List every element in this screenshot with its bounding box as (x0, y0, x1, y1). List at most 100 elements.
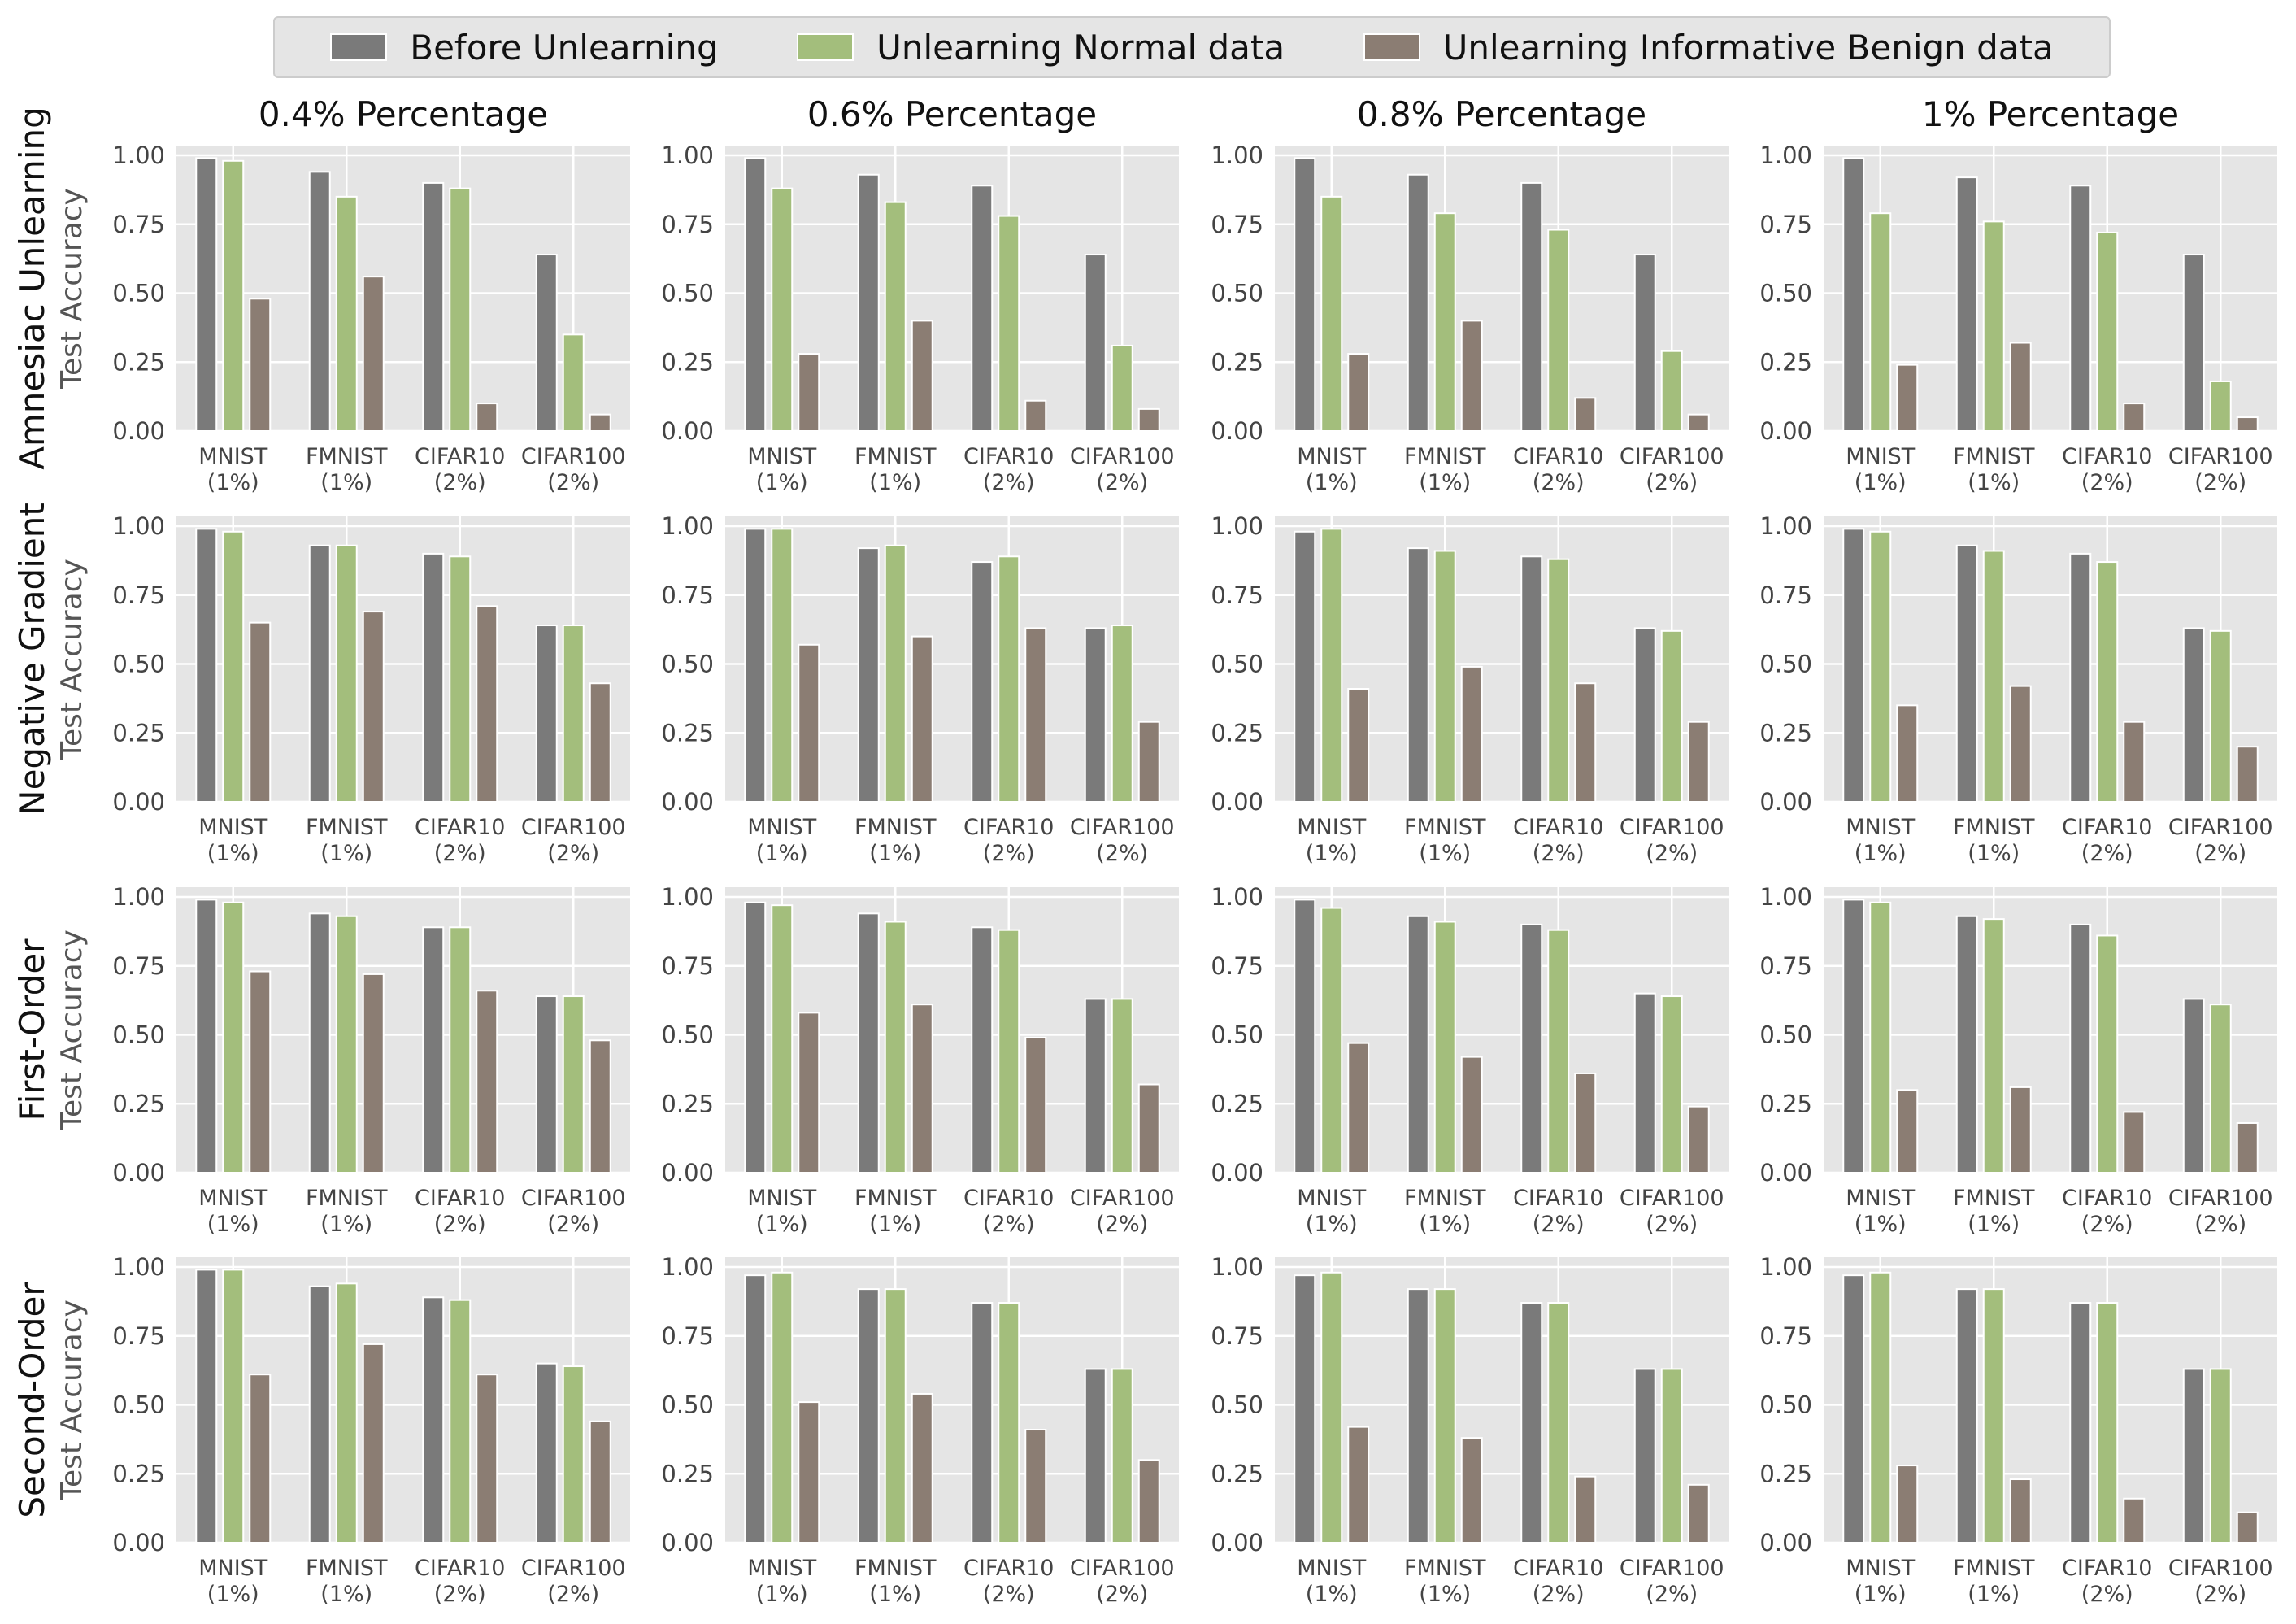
xtick-label: MNIST (1846, 444, 1916, 469)
bar-r2-c0-s2-k3 (589, 1039, 611, 1174)
xtick-label: CIFAR100 (2168, 815, 2273, 840)
ytick-label: 0.75 (1211, 211, 1263, 238)
panel-bg-r0-c0 (176, 146, 630, 431)
ytick-label: 0.50 (1759, 280, 1812, 307)
panel-bg-r1-c0 (176, 516, 630, 802)
xtick-sublabel: (2%) (2194, 1582, 2246, 1607)
xtick-label: FMNIST (1404, 815, 1486, 840)
bar-r3-c2-s2-k1 (1460, 1437, 1483, 1544)
xtick-sublabel: (1%) (207, 1582, 259, 1607)
bar-r1-c1-s2-k0 (798, 643, 820, 803)
xtick-sublabel: (2%) (2081, 1212, 2133, 1237)
bar-r2-c0-s1-k2 (449, 926, 472, 1174)
bar-r2-c0-s0-k1 (308, 912, 331, 1173)
bar-r2-c0-s0-k3 (535, 995, 558, 1174)
xtick-label: MNIST (747, 1556, 817, 1581)
xtick-sublabel: (2%) (1533, 1212, 1585, 1237)
bar-r1-c2-s0-k1 (1407, 547, 1429, 803)
bar-r2-c3-s1-k3 (2209, 1004, 2232, 1173)
xtick-label: CIFAR10 (1513, 1556, 1603, 1581)
xtick-sublabel: (2%) (547, 1582, 599, 1607)
xtick-label: MNIST (747, 444, 817, 469)
ylabel: Test Accuracy (55, 559, 89, 760)
ytick-label: 1.00 (1759, 1253, 1812, 1281)
bar-r1-c2-s2-k1 (1460, 665, 1483, 803)
bar-r2-c1-s2-k2 (1024, 1036, 1047, 1174)
xtick-label: MNIST (747, 815, 817, 840)
ytick-label: 0.00 (661, 1159, 714, 1186)
bar-r0-c2-s0-k1 (1407, 173, 1429, 432)
bar-r3-c0-s1-k1 (335, 1282, 358, 1543)
ytick-label: 0.00 (1211, 1529, 1263, 1557)
bar-r0-c2-s0-k2 (1520, 181, 1543, 432)
xtick-label: CIFAR100 (521, 1556, 626, 1581)
bar-r0-c3-s0-k0 (1842, 157, 1865, 432)
bar-r1-c0-s0-k1 (308, 544, 331, 803)
bar-r0-c2-s2-k2 (1574, 397, 1597, 433)
bar-r3-c2-s2-k3 (1687, 1483, 1710, 1544)
xtick-label: FMNIST (306, 444, 388, 469)
xtick-label: CIFAR10 (1513, 1186, 1603, 1211)
ytick-label: 0.25 (661, 1090, 714, 1117)
ytick-label: 0.00 (112, 1529, 165, 1557)
bar-r2-c0-s1-k1 (335, 915, 358, 1173)
bar-r3-c3-s2-k1 (2009, 1478, 2032, 1544)
bar-r3-c2-s2-k0 (1347, 1426, 1370, 1543)
bar-r0-c2-s1-k3 (1660, 350, 1683, 432)
bar-r2-c2-s1-k2 (1547, 929, 1570, 1174)
bar-r3-c2-s1-k2 (1547, 1302, 1570, 1543)
ytick-label: 0.25 (1759, 1090, 1812, 1117)
bar-r3-c0-s0-k1 (308, 1285, 331, 1543)
xtick-label: CIFAR100 (1620, 1556, 1724, 1581)
bar-r3-c2-s0-k0 (1294, 1274, 1316, 1544)
bar-r0-c0-s0-k2 (422, 181, 445, 432)
ytick-label: 0.25 (1759, 348, 1812, 376)
bar-r3-c1-s2-k0 (798, 1401, 820, 1543)
bar-r3-c3-s1-k3 (2209, 1368, 2232, 1544)
bar-r0-c2-s0-k0 (1294, 157, 1316, 432)
ytick-label: 0.25 (1211, 348, 1263, 376)
bar-r1-c2-s0-k0 (1294, 530, 1316, 803)
bar-r2-c1-s1-k3 (1111, 998, 1133, 1174)
bar-r1-c3-s0-k0 (1842, 528, 1865, 803)
ytick-label: 0.75 (1759, 211, 1812, 238)
bar-r3-c2-s0-k2 (1520, 1302, 1543, 1543)
bar-r1-c1-s2-k2 (1024, 627, 1047, 803)
ytick-label: 0.50 (661, 1391, 714, 1419)
bar-r0-c3-s1-k1 (1982, 220, 2005, 432)
bar-r1-c2-s2-k3 (1687, 721, 1710, 803)
xtick-sublabel: (2%) (1646, 1582, 1698, 1607)
xtick-label: CIFAR10 (963, 1186, 1054, 1211)
ytick-label: 0.00 (661, 788, 714, 816)
ytick-label: 1.00 (1211, 142, 1263, 169)
xtick-label: MNIST (198, 444, 268, 469)
bar-r3-c1-s1-k2 (998, 1302, 1020, 1543)
column-title: 0.8% Percentage (1357, 94, 1646, 134)
bar-r1-c1-s1-k3 (1111, 625, 1133, 803)
ylabel: Test Accuracy (55, 1300, 89, 1501)
ytick-label: 0.25 (661, 1460, 714, 1487)
ytick-label: 1.00 (661, 1253, 714, 1281)
legend-label-benign: Unlearning Informative Benign data (1442, 27, 2054, 67)
xtick-label: MNIST (198, 1186, 268, 1211)
xtick-label: CIFAR10 (963, 815, 1054, 840)
panel-bg-r1-c2 (1275, 516, 1729, 802)
ytick-label: 0.50 (112, 1021, 165, 1049)
bar-r0-c1-s2-k0 (798, 353, 820, 432)
bar-r0-c3-s1-k0 (1869, 212, 1892, 432)
bar-r3-c2-s0-k1 (1407, 1288, 1429, 1543)
xtick-sublabel: (1%) (1419, 1582, 1471, 1607)
column-title: 0.6% Percentage (807, 94, 1097, 134)
xtick-label: CIFAR10 (415, 444, 505, 469)
bar-r3-c3-s0-k1 (1955, 1288, 1978, 1543)
bar-r2-c1-s0-k1 (857, 912, 880, 1173)
bar-r3-c1-s0-k2 (971, 1302, 994, 1543)
xtick-sublabel: (1%) (1968, 1212, 2020, 1237)
ytick-label: 0.00 (112, 417, 165, 445)
bar-r2-c1-s2-k1 (911, 1004, 933, 1173)
xtick-label: FMNIST (1953, 815, 2035, 840)
xtick-label: CIFAR100 (2168, 1556, 2273, 1581)
xtick-sublabel: (1%) (869, 1212, 921, 1237)
ytick-label: 0.00 (1211, 417, 1263, 445)
ytick-label: 0.00 (112, 788, 165, 816)
